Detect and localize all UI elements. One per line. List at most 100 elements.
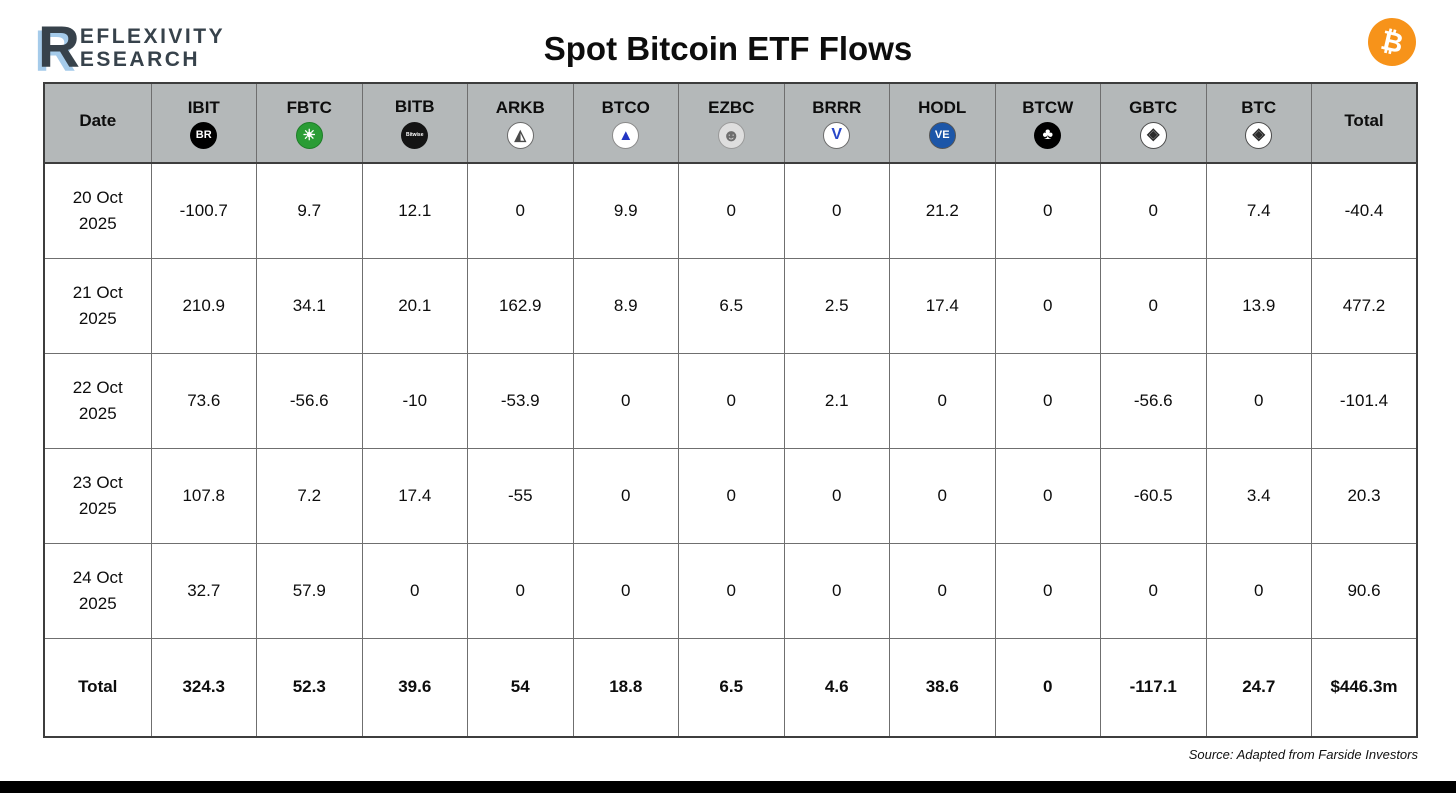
flow-value-cell: -10 (361, 352, 468, 449)
ark-invest-icon: ◭ (506, 121, 534, 149)
vaneck-icon: VE (928, 121, 956, 149)
flow-value-cell: 20.1 (361, 257, 468, 354)
bitcoin-icon: ₿ (1368, 18, 1416, 66)
total-label-cell: Total (43, 637, 152, 738)
flow-value-cell: 0 (1205, 542, 1312, 639)
date-cell: 22 Oct 2025 (43, 352, 152, 449)
column-header-ibit: IBIT BR (150, 82, 257, 164)
flow-value-cell: 12.1 (361, 162, 468, 259)
flow-value-cell: 0 (467, 542, 574, 639)
column-header-btcw: BTCW ♣ (994, 82, 1101, 164)
flow-value-cell: 0 (889, 352, 996, 449)
table-row: 20 Oct 2025 -100.7 9.7 12.1 0 9.9 0 0 21.2 0 0 7.4 -4… (43, 162, 1418, 259)
flow-value-cell: 0 (572, 352, 679, 449)
column-header-date: Date (43, 82, 152, 164)
flow-value-cell: 17.4 (361, 447, 468, 544)
flow-value-cell: 32.7 (150, 542, 257, 639)
flow-value-cell: 90.6 (1311, 542, 1418, 639)
grayscale-icon: ◈ (1139, 121, 1167, 149)
date-cell: 24 Oct 2025 (43, 542, 152, 639)
flow-value-cell: 20.3 (1311, 447, 1418, 544)
etf-table-body: 20 Oct 2025 -100.7 9.7 12.1 0 9.9 0 0 21.2 0 0 7.4 -4… (43, 162, 1418, 738)
flow-value-cell: 0 (994, 447, 1101, 544)
total-value-cell: 52.3 (256, 637, 363, 738)
total-value-cell: 39.6 (361, 637, 468, 738)
date-cell: 21 Oct 2025 (43, 257, 152, 354)
bottom-divider-bar (0, 781, 1456, 793)
flow-value-cell: 0 (994, 162, 1101, 259)
etf-table-head: Date IBIT BR FBTC ☀ BITB Bitwise ARKB ◭ BTCO ▲ EZBC… (43, 82, 1418, 164)
flow-value-cell: 3.4 (1205, 447, 1312, 544)
total-value-cell: -117.1 (1100, 637, 1207, 738)
flow-value-cell: 0 (889, 542, 996, 639)
franklin-templeton-icon: ☻ (717, 121, 745, 149)
flow-value-cell: 8.9 (572, 257, 679, 354)
column-header-btc: BTC ◈ (1205, 82, 1312, 164)
total-value-cell: 18.8 (572, 637, 679, 738)
table-row: 22 Oct 2025 73.6 -56.6 -10 -53.9 0 0 2.1 0 0 -56.6 0… (43, 352, 1418, 449)
logo-wordmark: EFLEXIVITY ESEARCH (80, 25, 225, 71)
valkyrie-icon: V (823, 121, 851, 149)
flow-value-cell: 162.9 (467, 257, 574, 354)
flow-value-cell: 0 (678, 447, 785, 544)
flow-value-cell: -40.4 (1311, 162, 1418, 259)
etf-table-head-row: Date IBIT BR FBTC ☀ BITB Bitwise ARKB ◭ BTCO ▲ EZBC… (43, 82, 1418, 164)
flow-value-cell: 0 (361, 542, 468, 639)
flow-value-cell: 0 (678, 162, 785, 259)
flow-value-cell: 0 (678, 542, 785, 639)
total-value-cell: 38.6 (889, 637, 996, 738)
flow-value-cell: -100.7 (150, 162, 257, 259)
date-cell: 20 Oct 2025 (43, 162, 152, 259)
flow-value-cell: -56.6 (256, 352, 363, 449)
total-value-cell: 0 (994, 637, 1101, 738)
flow-value-cell: 0 (994, 352, 1101, 449)
invesco-icon: ▲ (612, 121, 640, 149)
flow-value-cell: -101.4 (1311, 352, 1418, 449)
flow-value-cell: 9.7 (256, 162, 363, 259)
flow-value-cell: 210.9 (150, 257, 257, 354)
column-header-ezbc: EZBC ☻ (678, 82, 785, 164)
flow-value-cell: -56.6 (1100, 352, 1207, 449)
flow-value-cell: 0 (994, 257, 1101, 354)
flow-value-cell: 7.2 (256, 447, 363, 544)
column-header-hodl: HODL VE (889, 82, 996, 164)
flow-value-cell: 7.4 (1205, 162, 1312, 259)
flow-value-cell: 57.9 (256, 542, 363, 639)
bitcoin-glyph: ₿ (1378, 24, 1407, 59)
flow-value-cell: 0 (467, 162, 574, 259)
flow-value-cell: 34.1 (256, 257, 363, 354)
flow-value-cell: 0 (889, 447, 996, 544)
total-value-cell: 324.3 (150, 637, 257, 738)
logo-line1: EFLEXIVITY (79, 24, 226, 48)
table-row: 21 Oct 2025 210.9 34.1 20.1 162.9 8.9 6.5 2.5 17.… (43, 257, 1418, 354)
flow-value-cell: 0 (1100, 542, 1207, 639)
flow-value-cell: 17.4 (889, 257, 996, 354)
flow-value-cell: -60.5 (1100, 447, 1207, 544)
flow-value-cell: 0 (783, 542, 890, 639)
total-row: Total 324.3 52.3 39.6 54 18.8 6.5 4.6 38.6 0 -117.… (43, 637, 1418, 738)
flow-value-cell: -53.9 (467, 352, 574, 449)
flow-value-cell: 6.5 (678, 257, 785, 354)
flow-value-cell: 0 (783, 447, 890, 544)
logo-line2: ESEARCH (79, 47, 201, 71)
flow-value-cell: 0 (1100, 257, 1207, 354)
wisdomtree-icon: ♣ (1034, 121, 1062, 149)
flow-value-cell: 9.9 (572, 162, 679, 259)
bitwise-icon: Bitwise (401, 122, 429, 149)
total-value-cell: 6.5 (678, 637, 785, 738)
table-row: 23 Oct 2025 107.8 7.2 17.4 -55 0 0 0 0 0 -60.5 3.4 20… (43, 447, 1418, 544)
column-header-fbtc: FBTC ☀ (256, 82, 363, 164)
total-value-cell: 4.6 (783, 637, 890, 738)
flow-value-cell: 2.5 (783, 257, 890, 354)
etf-flows-table: Date IBIT BR FBTC ☀ BITB Bitwise ARKB ◭ BTCO ▲ EZBC… (43, 82, 1418, 738)
flow-value-cell: 0 (1205, 352, 1312, 449)
flow-value-cell: 2.1 (783, 352, 890, 449)
grayscale-icon: ◈ (1245, 121, 1273, 149)
source-attribution: Source: Adapted from Farside Investors (1188, 747, 1418, 762)
flow-value-cell: 0 (678, 352, 785, 449)
column-header-btco: BTCO ▲ (572, 82, 679, 164)
column-header-total: Total (1311, 82, 1418, 164)
column-header-arkb: ARKB ◭ (467, 82, 574, 164)
date-cell: 23 Oct 2025 (43, 447, 152, 544)
column-header-brrr: BRRR V (783, 82, 890, 164)
